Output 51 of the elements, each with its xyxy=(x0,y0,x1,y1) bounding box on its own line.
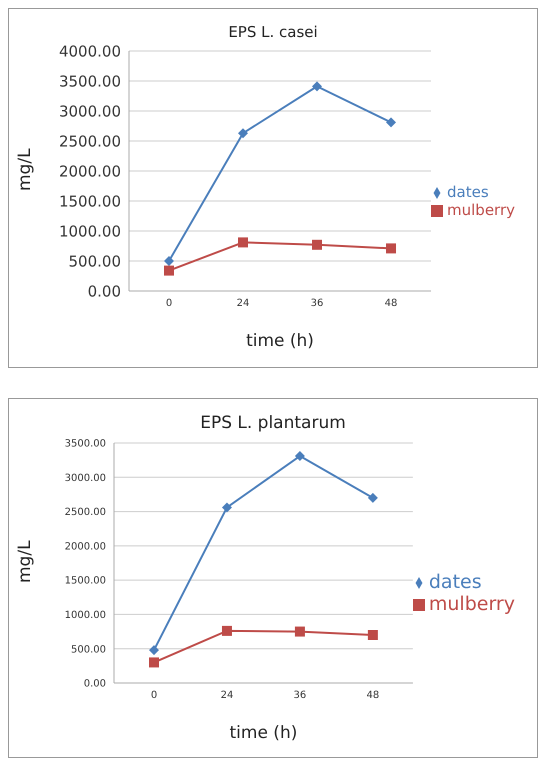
y-tick-label: 0.00 xyxy=(84,678,106,690)
point xyxy=(149,657,159,668)
point xyxy=(312,81,322,92)
point xyxy=(149,645,159,656)
chart-title: EPS L. plantarum xyxy=(199,413,347,433)
y-tick-label: 4000.00 xyxy=(58,42,121,60)
legend-label: dates xyxy=(447,183,489,201)
point xyxy=(164,266,174,276)
point xyxy=(294,626,305,637)
y-tick-label: 1000.00 xyxy=(58,222,121,240)
y-tick-label: 2000.00 xyxy=(58,162,121,180)
y-tick-label: 2500.00 xyxy=(58,132,121,150)
y-tick-label: 3500.00 xyxy=(58,72,121,90)
y-axis-title: mg/L xyxy=(15,148,36,191)
chart-title: EPS L. casei xyxy=(227,23,319,41)
y-tick-label: 3000.00 xyxy=(64,472,106,484)
point xyxy=(238,128,248,138)
point xyxy=(294,451,305,462)
point xyxy=(222,502,232,512)
point xyxy=(238,237,248,248)
x-tick-label: 48 xyxy=(366,690,380,702)
x-tick-label: 36 xyxy=(294,690,306,702)
y-tick-label: 1000.00 xyxy=(64,610,106,621)
x-tick-label: 0 xyxy=(166,298,172,310)
point xyxy=(222,626,232,636)
y-tick-label: 500.00 xyxy=(71,644,106,656)
point xyxy=(312,240,322,250)
x-tick-label: 48 xyxy=(384,298,398,310)
y-tick-label: 2000.00 xyxy=(64,541,106,552)
point xyxy=(386,117,396,128)
point xyxy=(164,256,174,266)
x-tick-label: 24 xyxy=(220,690,234,702)
legend-label: mulberry xyxy=(428,593,515,615)
x-axis-title: time (h) xyxy=(246,331,314,351)
y-tick-label: 0.00 xyxy=(88,282,121,300)
y-tick-label: 2500.00 xyxy=(64,507,106,518)
legend-label: dates xyxy=(428,571,482,593)
point xyxy=(386,243,396,254)
y-tick-label: 1500.00 xyxy=(64,576,106,587)
y-tick-label: 1500.00 xyxy=(58,192,121,210)
point xyxy=(368,630,378,640)
y-tick-label: 500.00 xyxy=(68,252,121,270)
x-axis-title: time (h) xyxy=(230,723,298,743)
y-tick-label: 3000.00 xyxy=(58,102,121,120)
x-tick-label: 24 xyxy=(236,298,250,310)
x-tick-label: 0 xyxy=(150,690,158,702)
legend-label: mulberry xyxy=(447,201,515,219)
point xyxy=(368,492,378,503)
x-tick-label: 36 xyxy=(310,298,324,310)
y-tick-label: 3500.00 xyxy=(64,438,106,450)
y-axis-title: mg/L xyxy=(15,540,36,583)
